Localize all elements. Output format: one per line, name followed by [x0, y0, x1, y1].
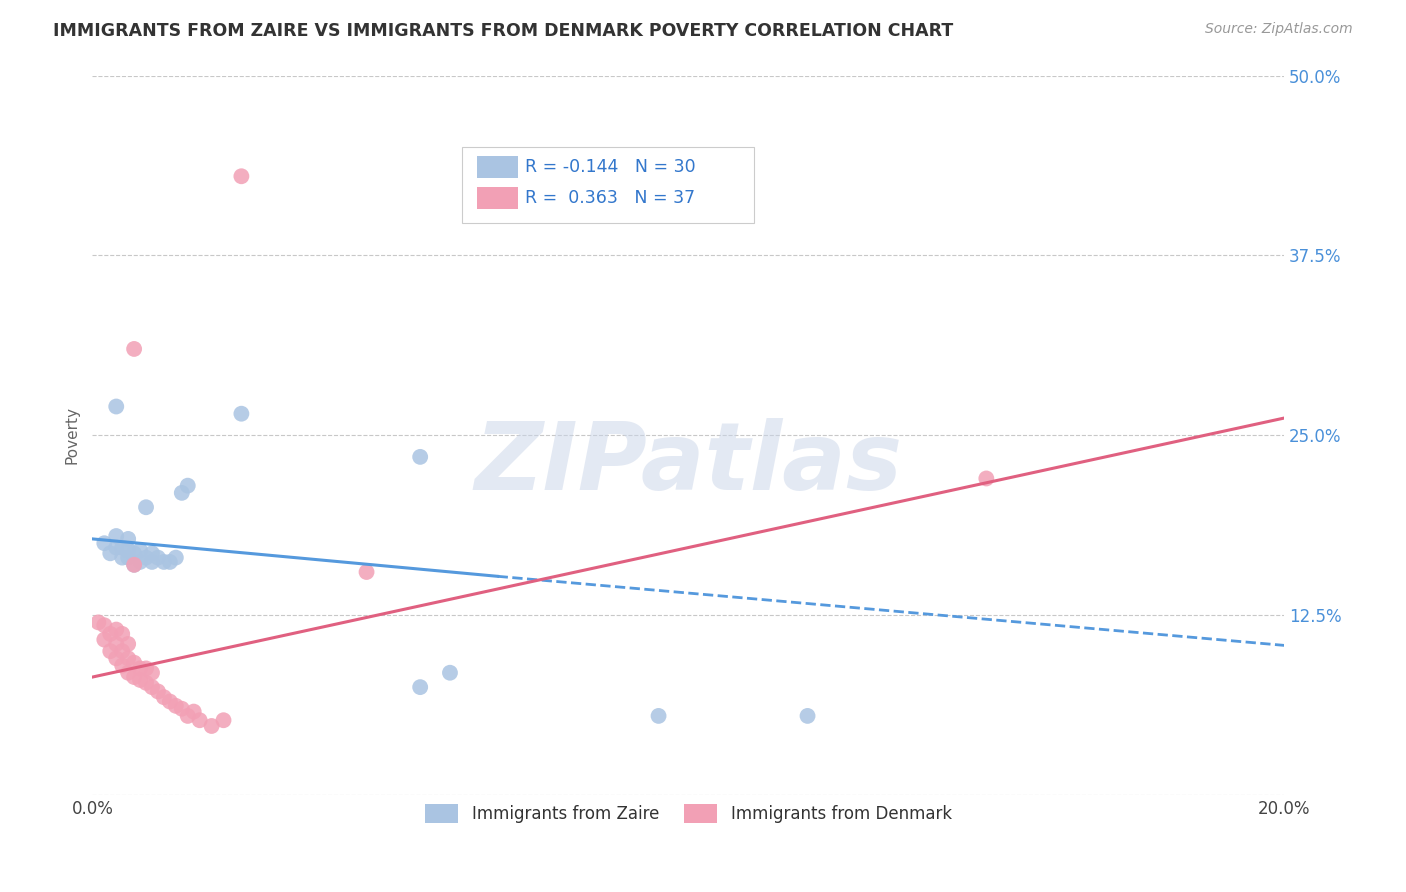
Legend: Immigrants from Zaire, Immigrants from Denmark: Immigrants from Zaire, Immigrants from D… — [418, 797, 959, 830]
Point — [117, 543, 139, 558]
Point — [117, 550, 139, 565]
Point — [111, 658, 134, 673]
Text: IMMIGRANTS FROM ZAIRE VS IMMIGRANTS FROM DENMARK POVERTY CORRELATION CHART: IMMIGRANTS FROM ZAIRE VS IMMIGRANTS FROM… — [53, 22, 953, 40]
Point — [170, 486, 193, 500]
Point — [111, 644, 134, 658]
Point — [356, 565, 378, 579]
Point — [93, 618, 115, 632]
Point — [105, 400, 128, 414]
Y-axis label: Poverty: Poverty — [65, 406, 79, 465]
Point — [135, 661, 157, 675]
Point — [87, 615, 110, 630]
Point — [105, 651, 128, 665]
Point — [117, 651, 139, 665]
Point — [122, 558, 145, 572]
Point — [122, 558, 145, 572]
Point — [231, 407, 253, 421]
Point — [117, 637, 139, 651]
Point — [135, 500, 157, 515]
Point — [141, 546, 163, 560]
Point — [976, 471, 998, 485]
Point — [129, 555, 152, 569]
Point — [135, 550, 157, 565]
Point — [135, 675, 157, 690]
Point — [153, 690, 176, 705]
Point — [409, 680, 432, 694]
Point — [122, 342, 145, 356]
Point — [796, 709, 818, 723]
Point — [200, 719, 222, 733]
Point — [117, 665, 139, 680]
Point — [647, 709, 669, 723]
Point — [146, 550, 169, 565]
Point — [188, 713, 211, 727]
Point — [141, 665, 163, 680]
Point — [409, 450, 432, 464]
Point — [93, 632, 115, 647]
Point — [212, 713, 235, 727]
FancyBboxPatch shape — [478, 187, 517, 209]
Point — [122, 670, 145, 684]
Text: ZIPatlas: ZIPatlas — [474, 418, 903, 510]
Point — [122, 546, 145, 560]
Point — [165, 698, 187, 713]
FancyBboxPatch shape — [478, 156, 517, 178]
Point — [111, 550, 134, 565]
Point — [159, 555, 181, 569]
Point — [98, 546, 121, 560]
Point — [153, 555, 176, 569]
Text: R = -0.144   N = 30: R = -0.144 N = 30 — [524, 158, 696, 176]
Point — [129, 543, 152, 558]
Point — [129, 661, 152, 675]
Point — [165, 550, 187, 565]
Text: R =  0.363   N = 37: R = 0.363 N = 37 — [524, 189, 695, 207]
Point — [117, 532, 139, 546]
Point — [111, 541, 134, 555]
Point — [183, 705, 205, 719]
FancyBboxPatch shape — [463, 147, 754, 223]
Point — [93, 536, 115, 550]
Point — [98, 644, 121, 658]
Point — [439, 665, 461, 680]
Point — [231, 169, 253, 184]
Point — [177, 478, 200, 492]
Point — [105, 637, 128, 651]
Point — [105, 541, 128, 555]
Point — [111, 627, 134, 641]
Point — [159, 694, 181, 708]
Point — [98, 627, 121, 641]
Point — [177, 709, 200, 723]
Point — [105, 623, 128, 637]
Point — [105, 529, 128, 543]
Point — [141, 555, 163, 569]
Point — [122, 656, 145, 670]
Point — [141, 680, 163, 694]
Point — [129, 673, 152, 687]
Point — [170, 702, 193, 716]
Point — [146, 684, 169, 698]
Text: Source: ZipAtlas.com: Source: ZipAtlas.com — [1205, 22, 1353, 37]
